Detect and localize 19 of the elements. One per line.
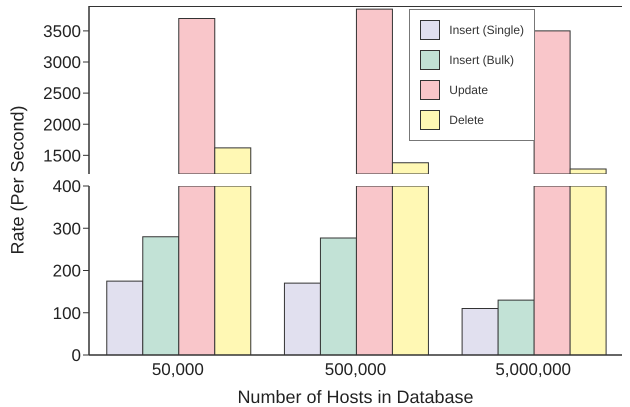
legend-label: Insert (Bulk): [449, 53, 514, 67]
y-tick-label: 3000: [43, 53, 81, 72]
y-tick-label: 2000: [43, 115, 81, 134]
y-tick-label: 200: [52, 262, 81, 281]
x-tick-label: 50,000: [152, 360, 204, 380]
y-axis-title: Rate (Per Second): [8, 105, 28, 255]
x-axis-title: Number of Hosts in Database: [237, 387, 474, 407]
x-tick-label: 500,000: [324, 360, 386, 380]
y-tick-label: 0: [72, 346, 81, 366]
y-tick-label: 100: [52, 304, 81, 323]
legend-label: Insert (Single): [449, 23, 524, 37]
x-tick-label: 5,000,000: [495, 360, 571, 380]
y-tick-label: 2500: [43, 84, 81, 104]
y-tick-label: 3500: [43, 22, 81, 41]
legend-label: Delete: [449, 113, 484, 127]
y-tick-label: 1500: [43, 146, 81, 166]
y-tick-label: 300: [52, 219, 81, 238]
legend-label: Update: [449, 83, 488, 97]
y-tick-label: 400: [52, 177, 81, 196]
